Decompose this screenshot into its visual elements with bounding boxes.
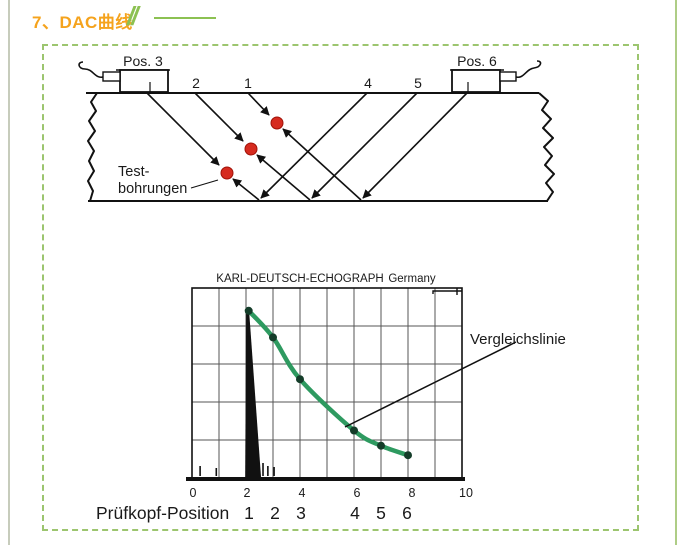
page-right-border [675, 0, 677, 545]
title-rule-line [154, 17, 216, 19]
probe-position-6: 6 [402, 503, 412, 523]
chart-country-label: Germany [388, 273, 436, 285]
x-axis-title: Prüfkopf-Position [96, 503, 229, 523]
title-slashes-decoration: // [127, 1, 139, 31]
probe-position-numbers: 1 2 3 4 5 6 [244, 503, 412, 523]
probe-pos6-cable [515, 60, 542, 79]
beam-paths-direct [146, 92, 270, 166]
test-block-diagram [78, 60, 555, 202]
test-holes [220, 116, 284, 180]
baseline-noise-ticks [199, 463, 275, 476]
test-hole-deep [220, 166, 234, 180]
dashed-content-frame [42, 44, 639, 531]
page-left-border [8, 0, 10, 545]
echograph-chart [186, 287, 517, 481]
x-tick-2: 2 [244, 486, 251, 500]
x-axis-tick-labels: 0 2 4 6 8 10 [190, 486, 473, 500]
probe-position-1: 1 [244, 503, 254, 523]
chart-annotation-label: Vergleichslinie [470, 331, 566, 348]
test-hole-middle [244, 142, 258, 156]
beam-paths-reflected [232, 128, 362, 201]
probe-position-5: 5 [376, 503, 386, 523]
block-torn-edge-left [87, 92, 98, 202]
surface-mark-4: 4 [364, 75, 372, 91]
chart-labels: KARL-DEUTSCH-ECHOGRAPH Germany Vergleich… [96, 273, 566, 523]
chart-instrument-label: KARL-DEUTSCH-ECHOGRAPH [216, 273, 383, 285]
probe-position-4: 4 [350, 503, 360, 523]
holes-pointer-line [190, 179, 219, 189]
surface-mark-1: 1 [244, 75, 252, 91]
dac-curve [244, 306, 412, 460]
block-torn-edge-right [538, 92, 555, 202]
test-block-labels: Pos. 3 Pos. 6 2 1 4 5 Test- bohrungen [118, 53, 497, 197]
probe-position-3: 3 [296, 503, 306, 523]
probe-pos3-label: Pos. 3 [123, 53, 163, 69]
probe-pos3 [78, 61, 170, 93]
probe-position-2: 2 [270, 503, 280, 523]
test-hole-shallow [270, 116, 284, 130]
x-tick-0: 0 [190, 486, 197, 500]
echo-spike [245, 311, 262, 479]
holes-label-line1: Test- [118, 164, 150, 180]
holes-label-line2: bohrungen [118, 181, 187, 197]
gate-marker [432, 288, 462, 295]
section-title: 7、DAC曲线 [32, 13, 133, 32]
probe-pos6-label: Pos. 6 [457, 53, 497, 69]
x-tick-8: 8 [409, 486, 416, 500]
surface-mark-2: 2 [192, 75, 200, 91]
chart-gridlines [192, 288, 462, 478]
beam-paths-skip [260, 92, 468, 199]
x-tick-6: 6 [354, 486, 361, 500]
x-tick-4: 4 [299, 486, 306, 500]
probe-pos3-cable [78, 61, 104, 79]
x-tick-10: 10 [459, 486, 473, 500]
annotation-pointer-line [344, 341, 517, 428]
surface-mark-5: 5 [414, 75, 422, 91]
probe-pos6 [450, 60, 542, 93]
